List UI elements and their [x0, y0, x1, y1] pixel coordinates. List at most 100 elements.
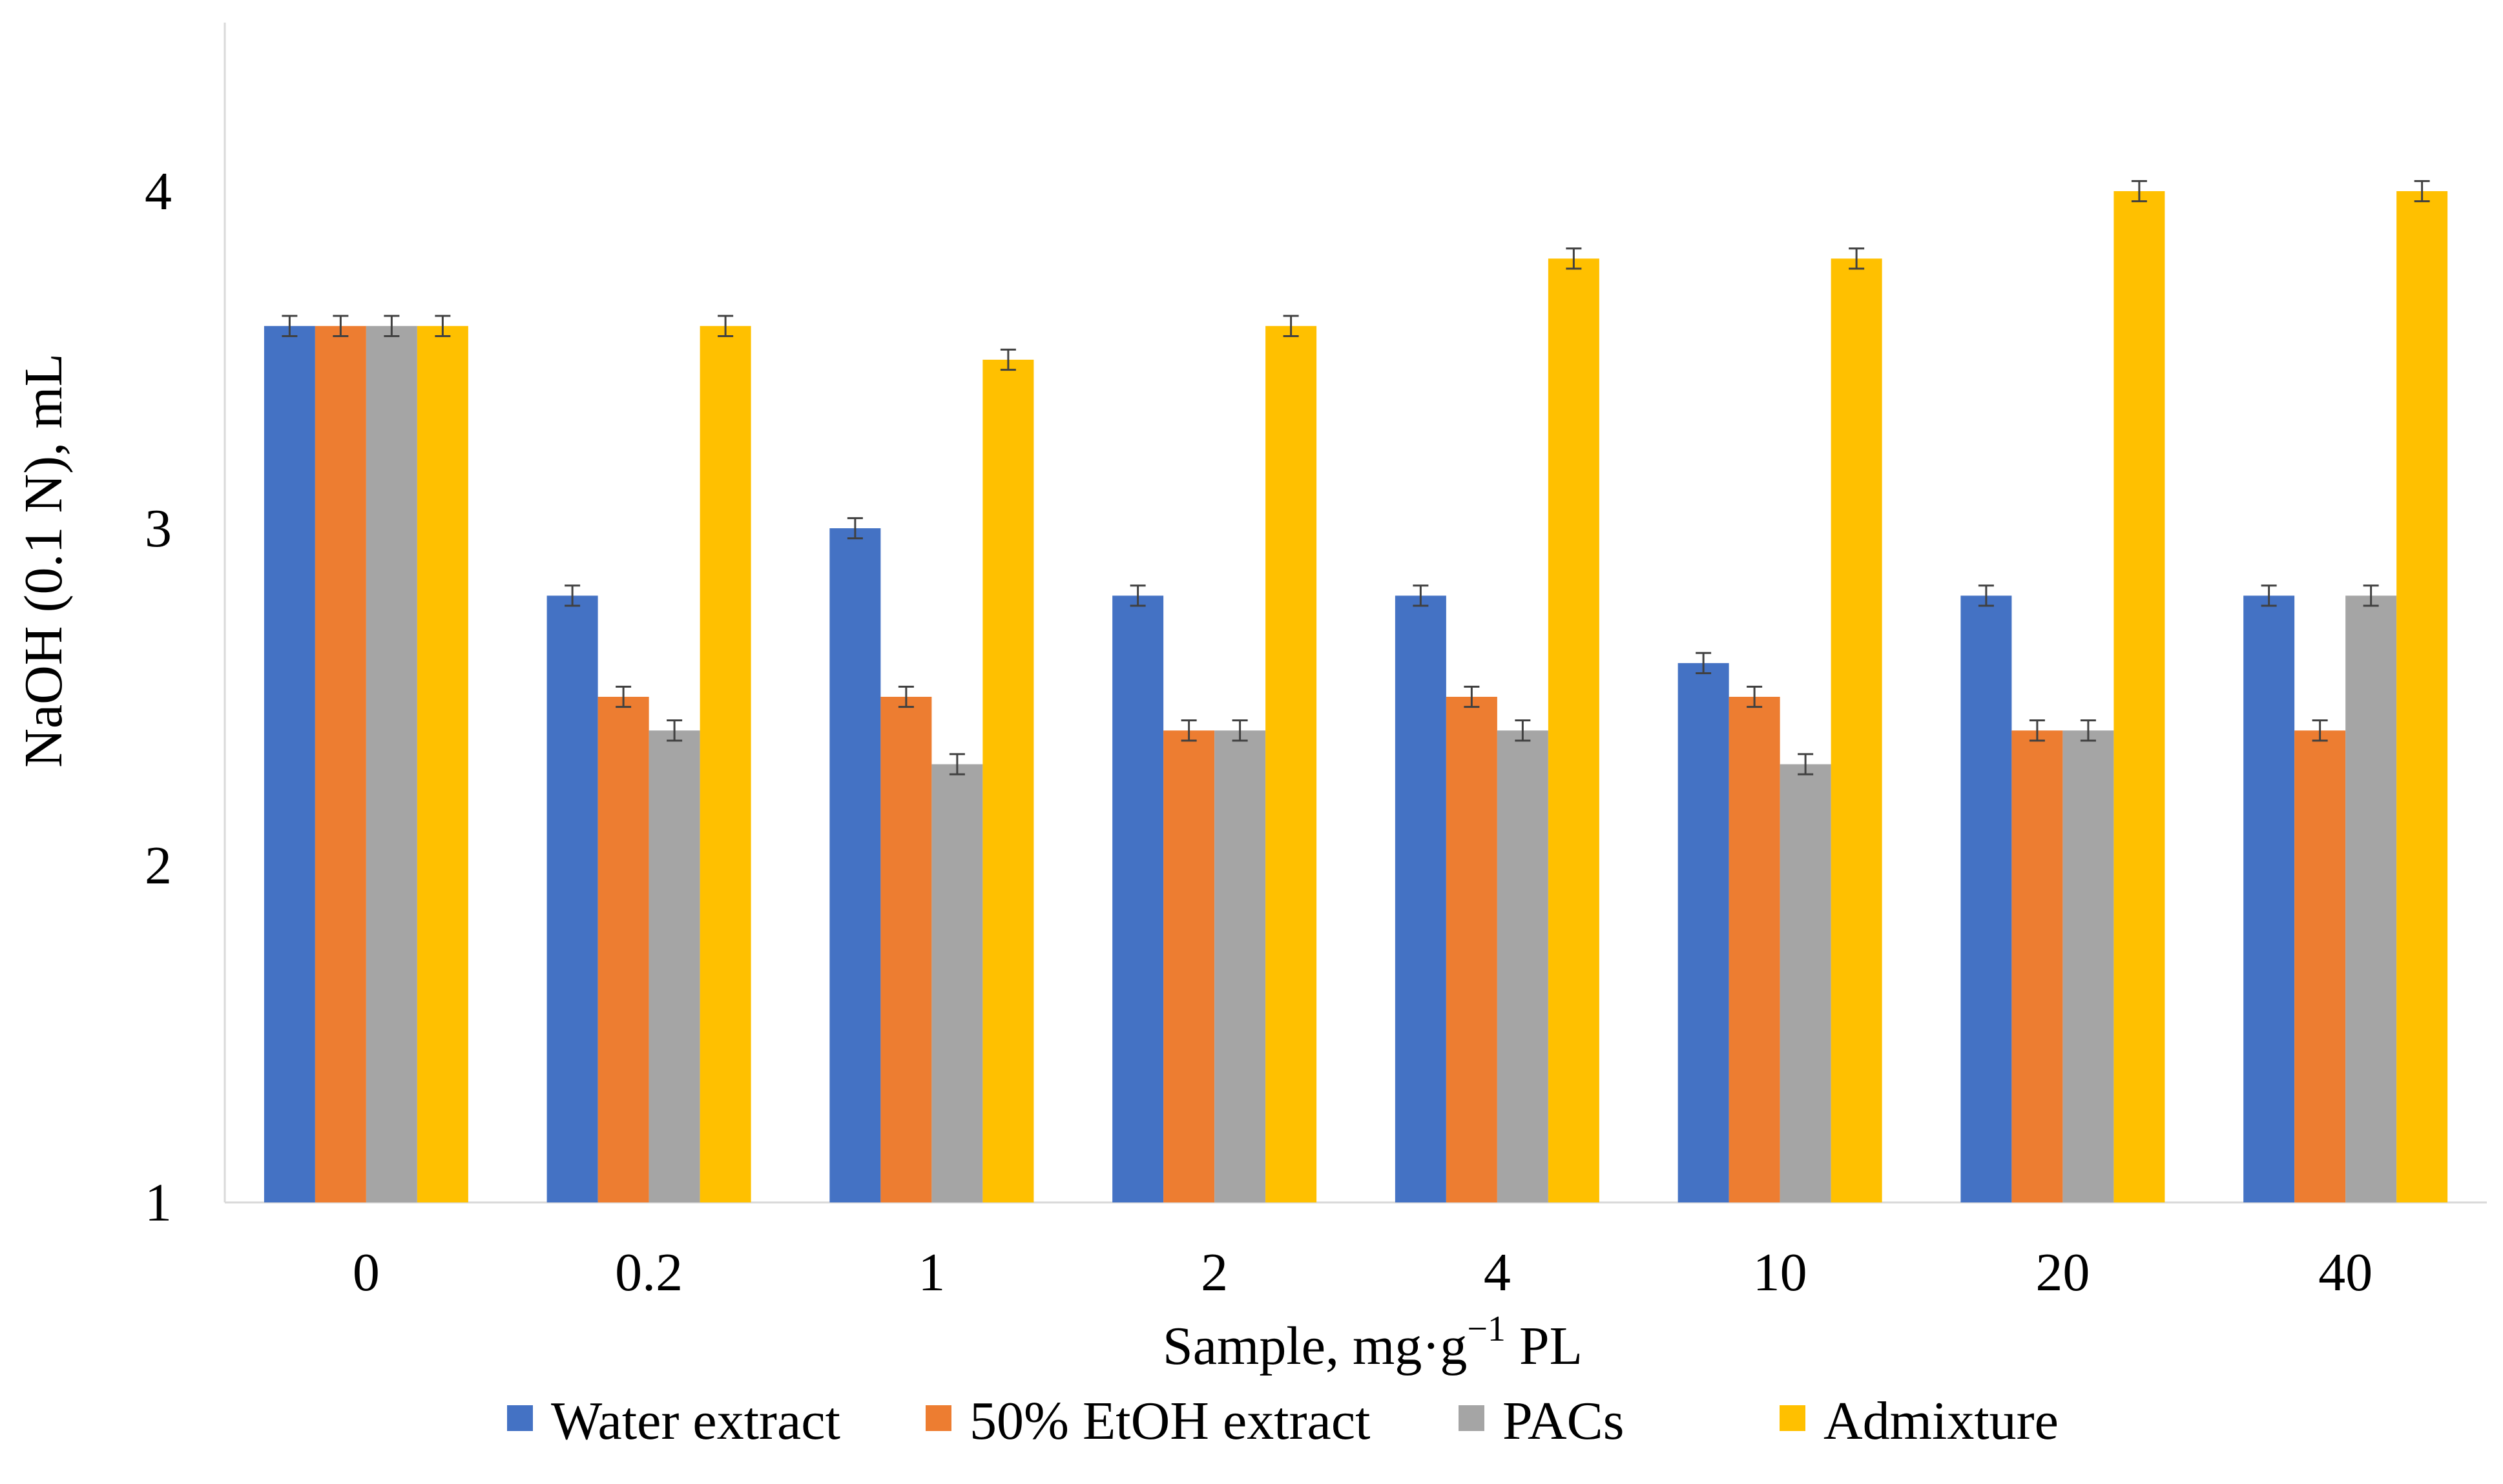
x-tick-label: 0	[353, 1242, 380, 1303]
legend-item-water-extract: Water extract	[507, 1391, 840, 1451]
legend-item-50-etoh-extract: 50% EtOH extract	[926, 1391, 1370, 1451]
bar-50-etoh-extract-4	[1446, 697, 1497, 1202]
x-axis-title: Sample, mg·g−1 PL	[1163, 1309, 1583, 1376]
error-bar	[1413, 584, 1429, 607]
error-bar	[2414, 180, 2430, 203]
x-tick-label: 40	[2318, 1242, 2373, 1303]
error-bar	[1464, 685, 1480, 708]
legend-label: 50% EtOH extract	[970, 1391, 1370, 1451]
bar-water-extract-40	[2243, 595, 2295, 1202]
legend-item-admixture: Admixture	[1780, 1391, 2059, 1451]
x-axis-title-main: Sample, mg·g	[1163, 1316, 1467, 1376]
bar-pacs-0-2	[649, 730, 700, 1202]
legend-label: PACs	[1502, 1391, 1624, 1451]
y-axis: 1 2 3 4	[145, 23, 226, 1233]
x-axis: 0 0.2 1 2 4 10 20 40	[225, 1201, 2487, 1303]
y-axis-title-group: NaOH (0.1 N), mL	[14, 353, 74, 768]
bar-50-etoh-extract-1	[880, 697, 932, 1202]
bar-admixture-0	[417, 325, 468, 1202]
legend-swatch	[1780, 1405, 1805, 1431]
bar-50-etoh-extract-10	[1729, 697, 1780, 1202]
error-bar	[2363, 584, 2379, 607]
bar-admixture-40	[2396, 191, 2448, 1202]
error-bar	[333, 314, 349, 337]
error-bar	[847, 517, 863, 540]
error-bar	[718, 314, 734, 337]
bar-pacs-1	[931, 764, 983, 1202]
bars	[264, 191, 2448, 1202]
bar-water-extract-4	[1395, 595, 1446, 1202]
bar-admixture-4	[1548, 258, 1599, 1202]
x-tick-label: 10	[1753, 1242, 1807, 1303]
x-axis-title-tail: PL	[1506, 1316, 1583, 1376]
bar-pacs-20	[2062, 730, 2114, 1202]
error-bar	[2261, 584, 2277, 607]
error-bar	[1181, 719, 1197, 742]
error-bar	[898, 685, 914, 708]
error-bar	[1130, 584, 1146, 607]
x-tick-label: 2	[1201, 1242, 1228, 1303]
error-bar	[1000, 348, 1016, 371]
legend-swatch	[1459, 1405, 1484, 1431]
legend: Water extract 50% EtOH extract PACs Admixtu…	[507, 1391, 2059, 1451]
bar-50-etoh-extract-20	[2011, 730, 2063, 1202]
error-bar	[1283, 314, 1299, 337]
error-bar	[565, 584, 581, 607]
y-axis-title: NaOH (0.1 N), mL	[14, 353, 74, 768]
x-tick-label: 0.2	[615, 1242, 683, 1303]
bar-50-etoh-extract-0-2	[597, 697, 649, 1202]
error-bar	[2029, 719, 2045, 742]
error-bar	[2080, 719, 2096, 742]
bar-water-extract-1	[829, 528, 881, 1202]
legend-label: Admixture	[1823, 1391, 2059, 1451]
bar-water-extract-2	[1112, 595, 1164, 1202]
bar-pacs-40	[2345, 595, 2397, 1202]
bar-water-extract-0-2	[546, 595, 598, 1202]
error-bar	[2131, 180, 2147, 203]
x-tick-label: 20	[2035, 1242, 2090, 1303]
x-axis-title-sup: −1	[1467, 1309, 1506, 1349]
bar-admixture-2	[1265, 325, 1317, 1202]
error-bar	[949, 753, 965, 776]
error-bar	[2312, 719, 2328, 742]
y-tick-label: 3	[145, 499, 172, 559]
x-tick-label: 4	[1484, 1242, 1511, 1303]
bar-pacs-10	[1780, 764, 1831, 1202]
error-bar	[282, 314, 298, 337]
bar-water-extract-20	[1960, 595, 2012, 1202]
legend-swatch	[926, 1405, 951, 1431]
error-bar	[1515, 719, 1531, 742]
error-bar	[435, 314, 451, 337]
bar-admixture-20	[2114, 191, 2165, 1202]
bar-pacs-2	[1214, 730, 1266, 1202]
bar-50-etoh-extract-0	[315, 325, 366, 1202]
legend-swatch	[507, 1405, 533, 1431]
bar-admixture-0-2	[700, 325, 751, 1202]
bar-water-extract-10	[1677, 663, 1729, 1202]
error-bar	[616, 685, 632, 708]
bar-admixture-1	[982, 360, 1034, 1202]
legend-item-pacs: PACs	[1459, 1391, 1624, 1451]
bar-50-etoh-extract-40	[2294, 730, 2346, 1202]
error-bar	[1798, 753, 1814, 776]
y-tick-label: 4	[145, 161, 172, 222]
error-bar	[1696, 652, 1712, 674]
error-bar	[1566, 247, 1582, 270]
bar-pacs-0	[366, 325, 417, 1202]
x-tick-label: 1	[918, 1242, 945, 1303]
error-bar	[1232, 719, 1248, 742]
y-tick-label: 1	[145, 1173, 172, 1233]
error-bar	[1978, 584, 1994, 607]
legend-label: Water extract	[551, 1391, 840, 1451]
error-bar	[1849, 247, 1865, 270]
bar-50-etoh-extract-2	[1163, 730, 1215, 1202]
bar-admixture-10	[1831, 258, 1882, 1202]
error-bar	[384, 314, 400, 337]
error-bar	[667, 719, 683, 742]
y-tick-label: 2	[145, 836, 172, 896]
bar-water-extract-0	[264, 325, 315, 1202]
error-bar	[1747, 685, 1763, 708]
error-bars	[282, 180, 2430, 776]
bar-pacs-4	[1497, 730, 1548, 1202]
